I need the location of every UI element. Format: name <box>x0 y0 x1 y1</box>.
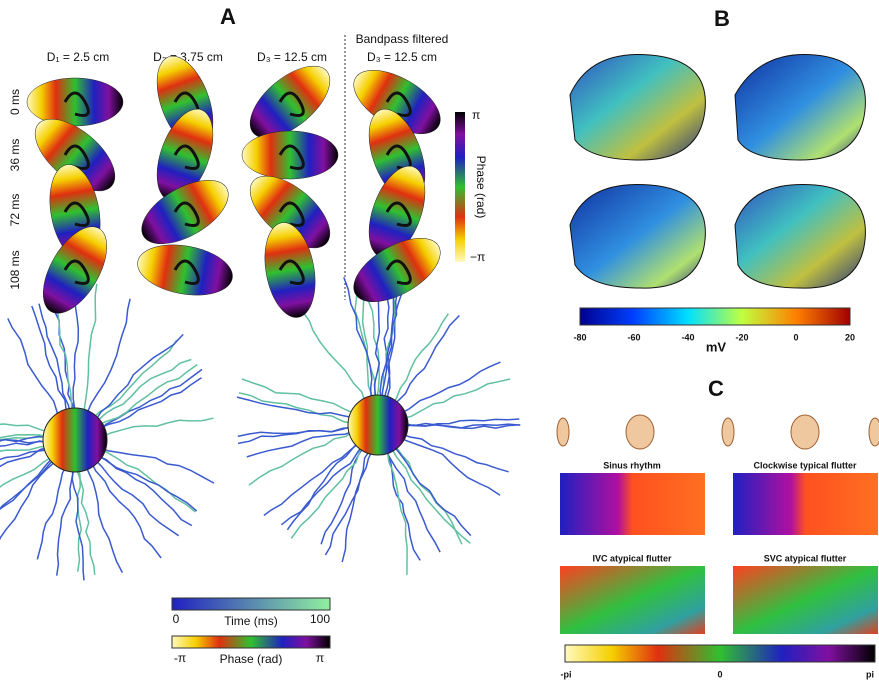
phase-map <box>733 473 878 535</box>
colorbar-title: Time (ms) <box>224 614 278 628</box>
colorbar <box>172 636 330 648</box>
colorbar-label: -80 <box>573 332 586 342</box>
phase-map <box>733 566 878 634</box>
row-label: 0 ms <box>8 89 22 115</box>
column-header: D₃ = 12.5 cm <box>257 50 327 64</box>
colorbar-label: −π <box>470 250 485 264</box>
colorbar <box>565 645 875 662</box>
phase-map <box>560 566 705 634</box>
colorbar-label: π <box>472 108 480 122</box>
heart-map <box>735 55 865 161</box>
colorbar-label: 100 <box>310 612 330 626</box>
colorbar-label: -π <box>174 651 186 665</box>
colorbar <box>455 112 465 262</box>
colorbar-label: 0 <box>717 669 722 679</box>
row-label: 108 ms <box>8 250 22 289</box>
colorbar-label: -60 <box>627 332 640 342</box>
panel-label: B <box>714 6 730 31</box>
heart-map <box>570 55 705 161</box>
panel-label: A <box>220 4 236 29</box>
colorbar-label: 0 <box>793 332 798 342</box>
sphere <box>43 408 107 472</box>
colorbar-label: -20 <box>735 332 748 342</box>
phase-map <box>134 238 237 302</box>
face-icons <box>557 415 879 449</box>
panel-label: C <box>708 376 724 401</box>
heart-map <box>570 185 705 289</box>
column-header: D₃ = 12.5 cm <box>367 50 437 64</box>
map-title: Sinus rhythm <box>603 460 661 470</box>
colorbar <box>580 308 850 325</box>
heart-map <box>735 185 865 289</box>
map-title: Clockwise typical flutter <box>753 460 857 470</box>
map-title: IVC atypical flutter <box>592 553 672 563</box>
colorbar-label: -40 <box>681 332 694 342</box>
colorbar-label: 0 <box>173 612 180 626</box>
colorbar-title: Phase (rad) <box>220 652 283 666</box>
colorbar-label: 20 <box>845 332 855 342</box>
colorbar-title: Phase (rad) <box>474 156 488 219</box>
map-title: SVC atypical flutter <box>764 553 847 563</box>
colorbar-unit: mV <box>706 339 727 354</box>
sphere <box>348 395 408 455</box>
colorbar <box>172 598 330 610</box>
row-label: 36 ms <box>8 139 22 172</box>
phase-map <box>560 473 705 535</box>
colorbar-label: π <box>316 651 324 665</box>
row-label: 72 ms <box>8 194 22 227</box>
column-header: D₁ = 2.5 cm <box>47 50 109 64</box>
colorbar-label: pi <box>866 669 874 679</box>
phase-map <box>242 131 338 179</box>
phase-map <box>27 78 123 126</box>
phase-maps-grid <box>23 49 451 324</box>
figure: A D₁ = 2.5 cm D₂ = 3.75 cm D₃ = 12.5 cm … <box>0 0 879 683</box>
column-header: Bandpass filtered <box>356 32 449 46</box>
colorbar-label: -pi <box>561 669 572 679</box>
